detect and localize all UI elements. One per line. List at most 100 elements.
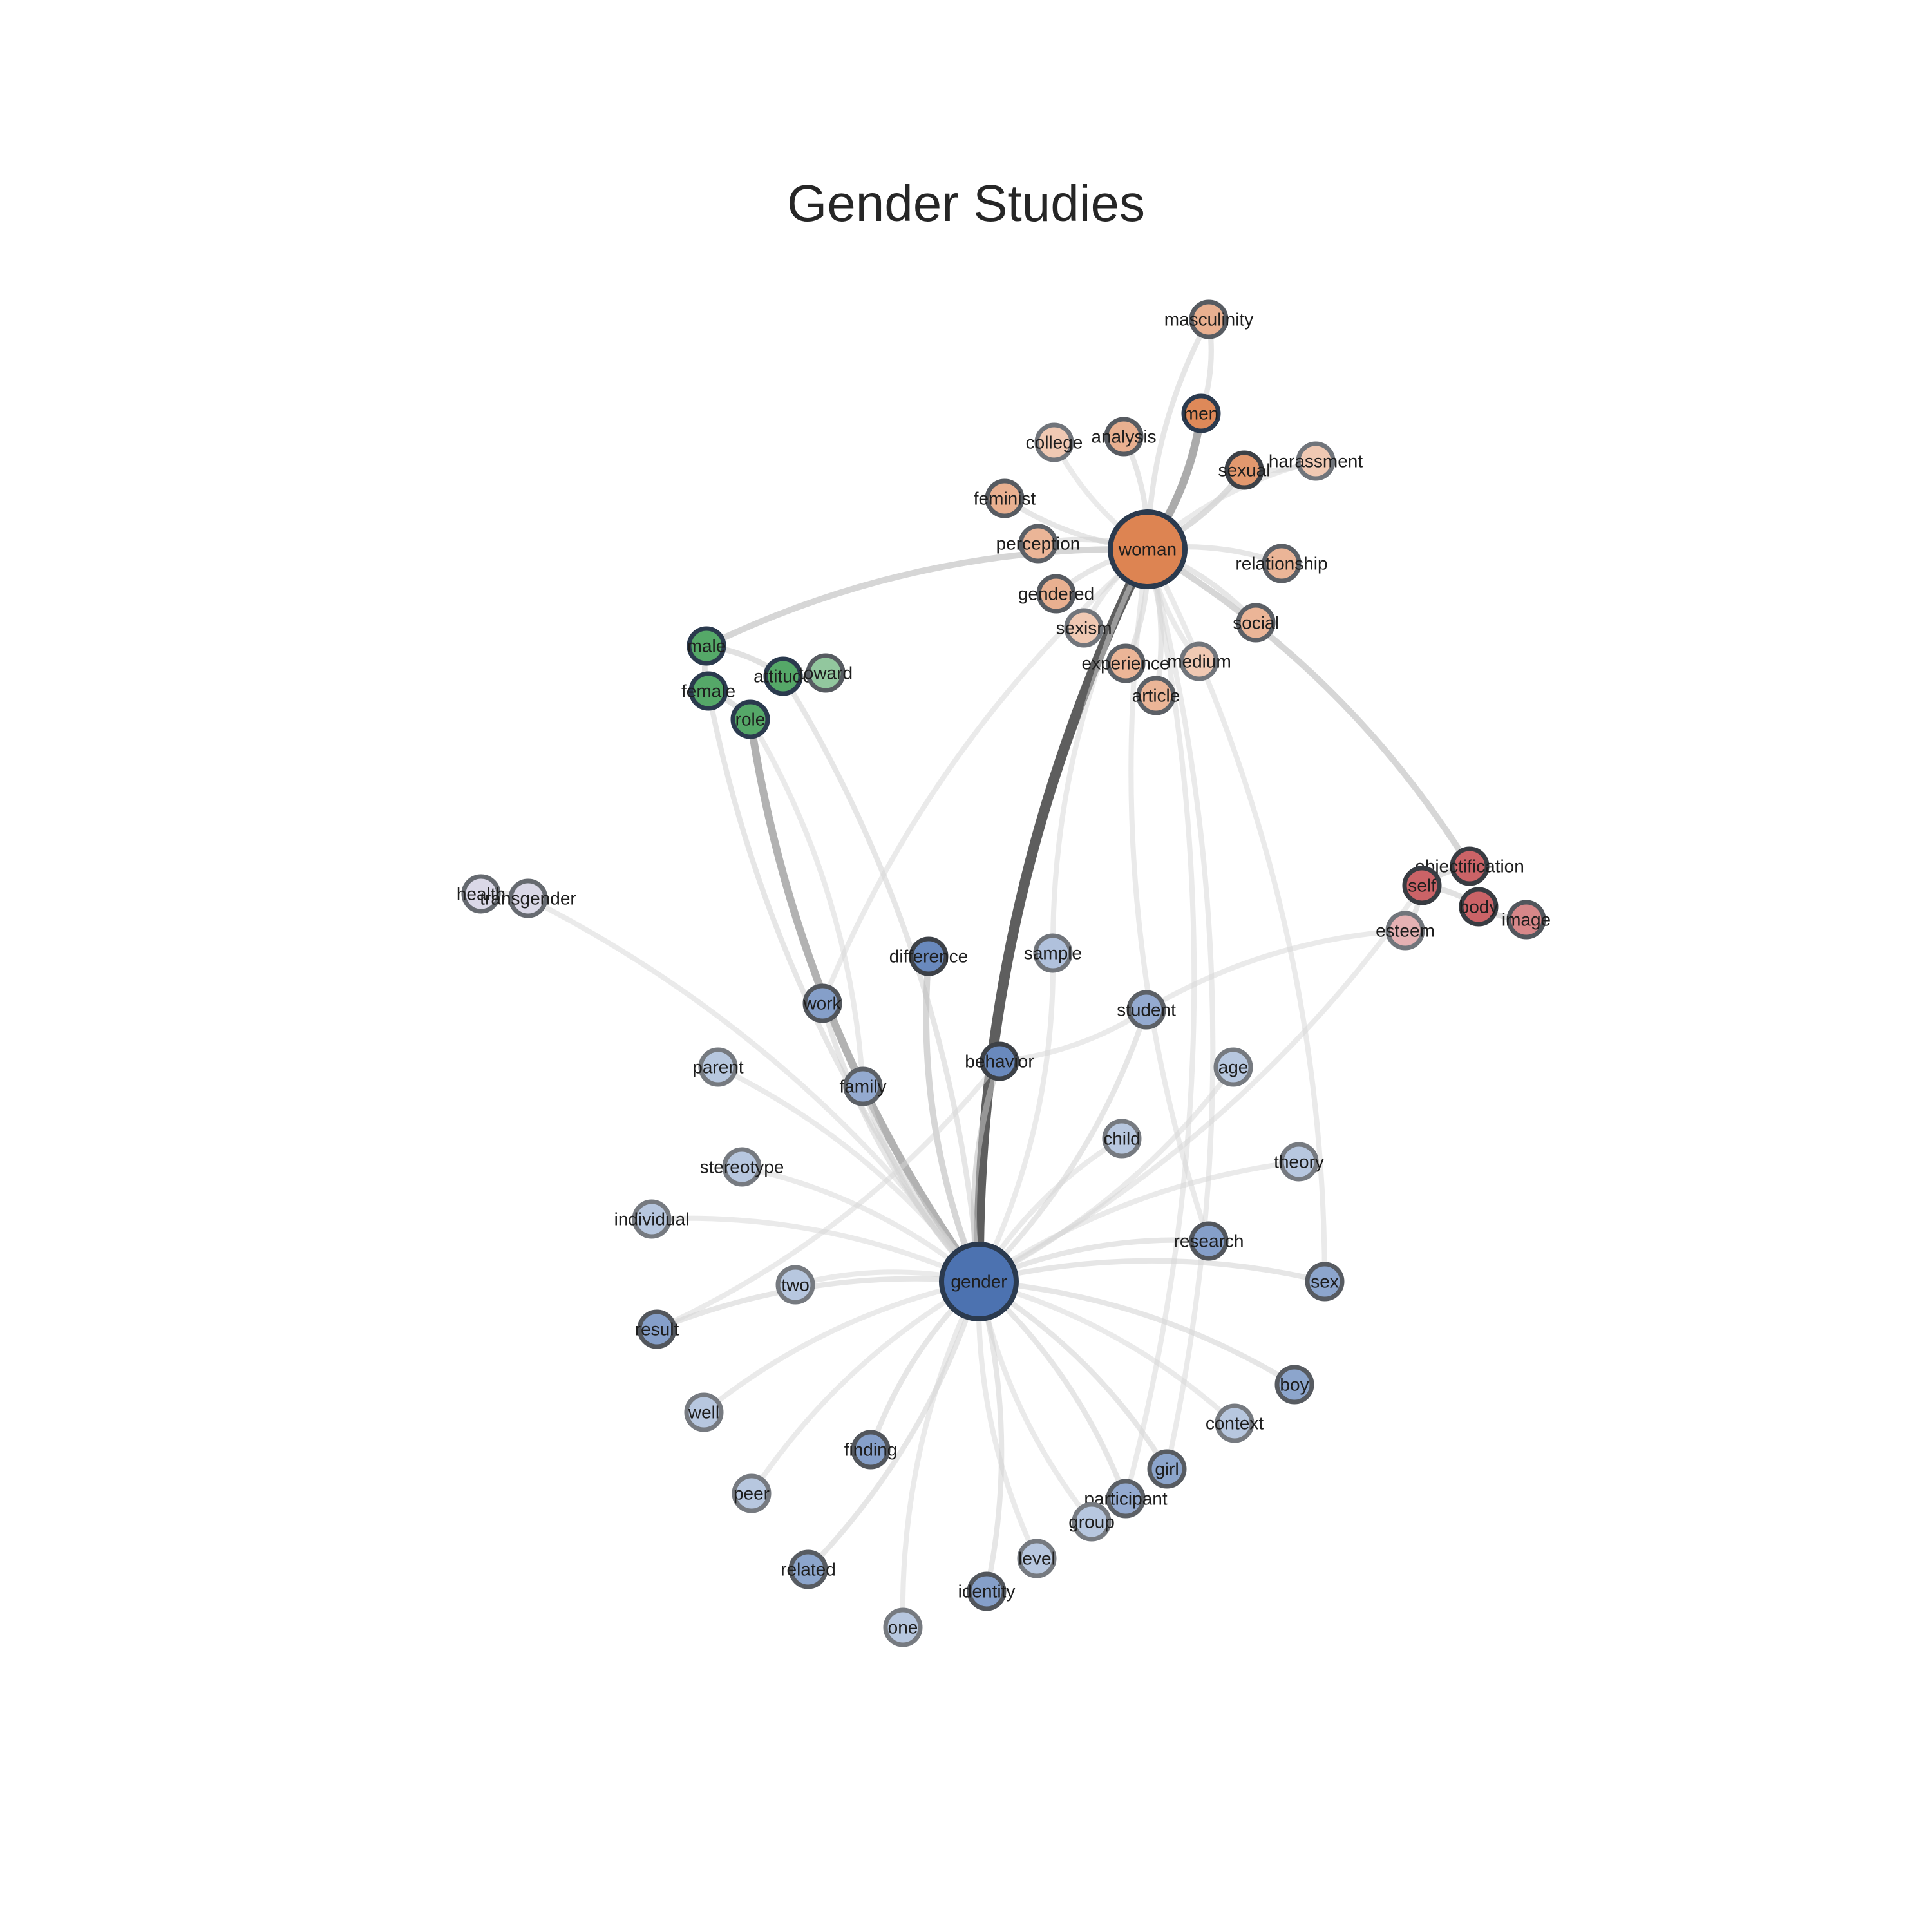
- node-gender-label: gender: [951, 1272, 1007, 1292]
- node-health[interactable]: health: [457, 874, 506, 914]
- node-role[interactable]: role: [730, 699, 770, 739]
- node-harassment[interactable]: harassment: [1269, 441, 1363, 481]
- node-child[interactable]: child: [1102, 1119, 1142, 1159]
- node-masculinity[interactable]: masculinity: [1164, 299, 1253, 339]
- node-attitude[interactable]: attitude: [753, 656, 813, 696]
- node-college[interactable]: college: [1026, 422, 1083, 462]
- node-stereotype[interactable]: stereotype: [700, 1147, 784, 1187]
- node-image-label: image: [1502, 910, 1551, 930]
- node-esteem[interactable]: esteem: [1376, 911, 1435, 951]
- node-age-label: age: [1218, 1057, 1249, 1077]
- edge-woman-girl: [1144, 546, 1216, 1472]
- node-men[interactable]: men: [1181, 393, 1221, 433]
- node-theory-label: theory: [1274, 1152, 1324, 1172]
- node-self[interactable]: self: [1402, 866, 1442, 905]
- edge-gender-result: [654, 1276, 982, 1332]
- node-gender[interactable]: gender: [939, 1242, 1019, 1321]
- edge-woman-work: [819, 546, 1151, 1007]
- node-participant[interactable]: participant: [1084, 1479, 1168, 1519]
- node-research-circle: [1189, 1221, 1229, 1261]
- node-woman-label: woman: [1118, 540, 1177, 560]
- node-peer[interactable]: peer: [732, 1473, 772, 1513]
- node-college-label: college: [1026, 433, 1083, 453]
- node-girl[interactable]: girl: [1147, 1449, 1187, 1489]
- chart-title: Gender Studies: [787, 175, 1145, 232]
- node-related-circle: [788, 1549, 828, 1589]
- node-individual[interactable]: individual: [614, 1199, 690, 1239]
- node-sample[interactable]: sample: [1024, 933, 1082, 973]
- node-social-label: social: [1233, 613, 1279, 633]
- node-gendered[interactable]: gendered: [1018, 574, 1094, 614]
- node-one[interactable]: one: [883, 1607, 923, 1647]
- node-behavior[interactable]: behavior: [965, 1041, 1034, 1081]
- node-family[interactable]: family: [839, 1066, 887, 1106]
- node-difference[interactable]: difference: [889, 936, 968, 976]
- node-relationship[interactable]: relationship: [1235, 544, 1328, 583]
- node-sexism-label: sexism: [1056, 618, 1112, 638]
- node-research[interactable]: research: [1174, 1221, 1244, 1261]
- node-girl-circle: [1147, 1449, 1187, 1489]
- node-toward[interactable]: toward: [799, 653, 853, 693]
- node-context[interactable]: context: [1206, 1403, 1264, 1443]
- node-experience[interactable]: experience: [1082, 643, 1170, 683]
- edge-woman-sample: [1050, 546, 1151, 956]
- edge-gender-individual: [649, 1215, 982, 1285]
- node-sexual[interactable]: sexual: [1218, 450, 1271, 490]
- edge-gender-related: [805, 1278, 982, 1573]
- node-medium[interactable]: medium: [1167, 641, 1231, 681]
- node-behavior-label: behavior: [965, 1052, 1034, 1072]
- node-level[interactable]: level: [1017, 1539, 1057, 1578]
- edge-gender-well: [701, 1278, 982, 1416]
- node-objectification[interactable]: objectification: [1415, 846, 1524, 886]
- node-work[interactable]: work: [802, 983, 842, 1023]
- node-esteem-label: esteem: [1376, 921, 1435, 941]
- node-male[interactable]: male: [687, 626, 726, 666]
- node-boy[interactable]: boy: [1274, 1365, 1314, 1405]
- node-age-circle: [1213, 1047, 1253, 1087]
- node-esteem-circle: [1385, 911, 1425, 951]
- node-two[interactable]: two: [775, 1265, 815, 1305]
- node-identity[interactable]: identity: [958, 1571, 1016, 1611]
- node-boy-label: boy: [1280, 1375, 1309, 1395]
- node-woman[interactable]: woman: [1108, 509, 1188, 589]
- node-theory[interactable]: theory: [1274, 1142, 1324, 1182]
- edge-gender-sex: [976, 1258, 1328, 1285]
- node-body[interactable]: body: [1459, 887, 1499, 927]
- node-age[interactable]: age: [1213, 1047, 1253, 1087]
- node-peer-label: peer: [734, 1484, 770, 1504]
- node-individual-label: individual: [614, 1209, 690, 1229]
- node-finding[interactable]: finding: [844, 1430, 898, 1470]
- node-analysis-label: analysis: [1091, 427, 1156, 447]
- node-student[interactable]: student: [1117, 990, 1176, 1030]
- node-sex[interactable]: sex: [1305, 1262, 1345, 1302]
- node-article[interactable]: article: [1132, 676, 1180, 715]
- node-men-circle: [1181, 393, 1221, 433]
- node-image[interactable]: image: [1502, 900, 1551, 940]
- node-gender-circle: [939, 1242, 1019, 1321]
- node-result[interactable]: result: [635, 1309, 679, 1349]
- node-transgender[interactable]: transgender: [480, 878, 576, 918]
- node-research-label: research: [1174, 1231, 1244, 1251]
- node-toward-label: toward: [799, 663, 853, 683]
- node-body-circle: [1459, 887, 1499, 927]
- node-difference-label: difference: [889, 947, 968, 967]
- node-group[interactable]: group: [1068, 1502, 1115, 1542]
- node-participant-circle: [1106, 1479, 1146, 1519]
- node-perception[interactable]: perception: [996, 524, 1081, 564]
- node-well[interactable]: well: [684, 1392, 724, 1432]
- node-related[interactable]: related: [781, 1549, 836, 1589]
- node-analysis[interactable]: analysis: [1091, 417, 1157, 457]
- node-work-circle: [802, 983, 842, 1023]
- node-female[interactable]: female: [681, 671, 735, 711]
- node-family-circle: [843, 1066, 883, 1106]
- node-student-circle: [1126, 990, 1166, 1030]
- node-social[interactable]: social: [1233, 603, 1279, 643]
- node-parent[interactable]: parent: [692, 1047, 744, 1087]
- node-feminist[interactable]: feminist: [974, 478, 1036, 518]
- node-child-circle: [1102, 1119, 1142, 1159]
- node-attitude-label: attitude: [753, 667, 813, 687]
- node-finding-label: finding: [844, 1440, 898, 1460]
- node-analysis-circle: [1104, 417, 1144, 457]
- node-health-label: health: [457, 884, 506, 904]
- node-sexism[interactable]: sexism: [1056, 608, 1112, 648]
